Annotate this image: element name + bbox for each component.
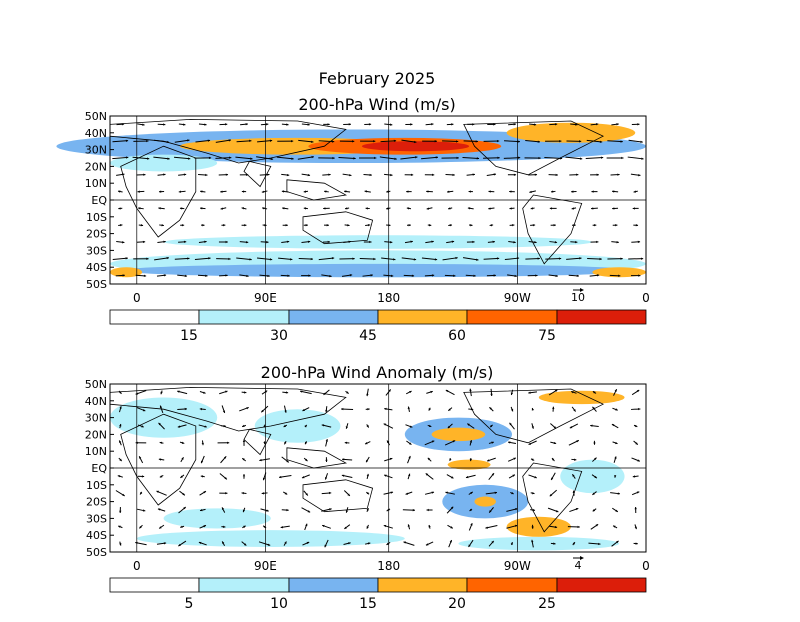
x-tick-label: 0 [133, 559, 141, 573]
colorbar-swatch [289, 578, 378, 592]
x-tick-label: 0 [133, 291, 141, 305]
y-tick-label: 50S [86, 278, 107, 291]
y-tick-label: EQ [91, 462, 107, 475]
colorbar-tick-label: 60 [448, 328, 466, 344]
y-tick-label: 50N [85, 110, 107, 123]
colorbar-tick-label: 20 [448, 596, 466, 612]
x-tick-label: 90W [504, 291, 531, 305]
shaded-region [507, 517, 571, 537]
colorbar-swatch [557, 578, 646, 592]
shaded-region [121, 264, 636, 277]
colorbar-swatch [467, 310, 557, 324]
colorbar-swatch [289, 310, 378, 324]
y-tick-label: EQ [91, 194, 107, 207]
shaded-region [137, 530, 405, 547]
y-tick-label: 20N [85, 428, 107, 441]
y-tick-label: 40N [85, 127, 107, 140]
y-tick-label: 10N [85, 177, 107, 190]
colorbar: 15 30 45 60 75 [110, 310, 646, 344]
y-tick-label: 10S [86, 479, 107, 492]
colorbar-tick-label: 30 [270, 328, 288, 344]
colorbar-tick-label: 45 [359, 328, 377, 344]
x-tick-label: 90W [504, 559, 531, 573]
shaded-region [474, 497, 495, 507]
vector-reference-label: 10 [571, 291, 585, 304]
x-tick-label: 90E [254, 559, 277, 573]
x-tick-label: 90E [254, 291, 277, 305]
map-area [56, 116, 646, 284]
figure-title: February 2025 [319, 69, 436, 88]
wind-panel: 200-hPa Wind (m/s) 50N 40N 30N 20N 10N EQ 10S 2… [56, 95, 649, 344]
x-tick-label: 0 [642, 559, 650, 573]
colorbar-swatch [199, 310, 289, 324]
colorbar: 5 10 15 20 25 [110, 578, 646, 612]
y-tick-label: 20N [85, 160, 107, 173]
panel-title: 200-hPa Wind Anomaly (m/s) [261, 363, 494, 382]
colorbar-swatch [199, 578, 289, 592]
colorbar-tick-label: 5 [185, 596, 194, 612]
panel-title: 200-hPa Wind (m/s) [298, 95, 455, 114]
y-tick-label: 20S [86, 496, 107, 509]
colorbar-tick-label: 75 [538, 328, 556, 344]
colorbar-swatch [378, 310, 467, 324]
vector-reference: 10 [571, 288, 585, 304]
y-tick-label: 10N [85, 445, 107, 458]
colorbar-tick-label: 15 [359, 596, 377, 612]
shaded-region [539, 391, 625, 404]
x-axis: 0 90E 180 90W 0 [133, 559, 650, 573]
y-tick-label: 20S [86, 228, 107, 241]
y-tick-label: 10S [86, 211, 107, 224]
shaded-region [164, 235, 593, 248]
y-tick-label: 30N [85, 412, 107, 425]
x-tick-label: 180 [377, 559, 400, 573]
x-tick-label: 0 [642, 291, 650, 305]
vector-reference: 4 [573, 556, 584, 572]
y-tick-label: 30S [86, 244, 107, 257]
colorbar-swatch [557, 310, 646, 324]
y-tick-label: 40S [86, 261, 107, 274]
wind-anomaly-panel: 200-hPa Wind Anomaly (m/s) 50N 40N 30N 20N 1… [85, 363, 650, 612]
y-tick-label: 50S [86, 546, 107, 559]
y-tick-label: 40N [85, 395, 107, 408]
colorbar-tick-label: 15 [180, 328, 198, 344]
vector-reference-label: 4 [575, 559, 582, 572]
map-area [110, 384, 646, 552]
colorbar-swatch [110, 578, 199, 592]
y-tick-label: 40S [86, 529, 107, 542]
shaded-region [164, 508, 271, 528]
colorbar-swatch [378, 578, 467, 592]
colorbar-swatch [110, 310, 199, 324]
shaded-region [362, 141, 469, 151]
x-tick-label: 180 [377, 291, 400, 305]
y-tick-label: 30N [85, 144, 107, 157]
colorbar-tick-label: 10 [270, 596, 288, 612]
y-tick-label: 50N [85, 378, 107, 391]
y-tick-label: 30S [86, 512, 107, 525]
colorbar-swatch [467, 578, 557, 592]
shaded-region [432, 428, 486, 441]
reference-arrow-head [580, 556, 584, 560]
shaded-region [507, 123, 636, 143]
colorbar-tick-label: 25 [538, 596, 556, 612]
